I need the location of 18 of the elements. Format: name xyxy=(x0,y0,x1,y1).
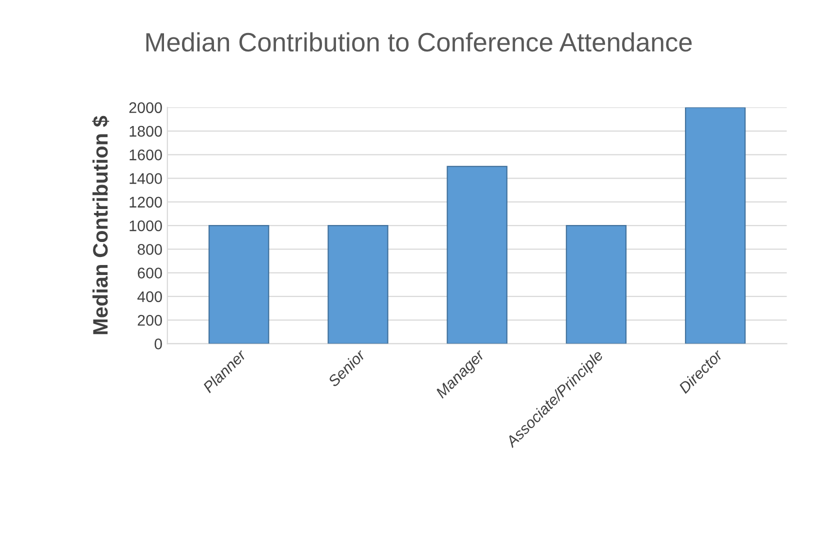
y-tick-label: 1000 xyxy=(130,220,162,232)
bar xyxy=(328,224,388,344)
y-tick-label: 1400 xyxy=(130,173,162,184)
y-axis-title: Median Contribution $ xyxy=(92,116,110,334)
bar xyxy=(446,166,508,344)
y-tick-label: 800 xyxy=(138,244,162,255)
y-tick-label: 200 xyxy=(138,314,162,326)
y-tick-label: 400 xyxy=(137,291,162,302)
bar xyxy=(684,107,746,344)
y-tick-label: 600 xyxy=(138,268,162,278)
bar xyxy=(566,224,627,344)
y-tick-label: 1600 xyxy=(130,150,162,160)
y-tick-label: 0 xyxy=(154,338,162,350)
bar xyxy=(208,224,270,344)
y-tick-label: 1800 xyxy=(130,126,162,137)
y-tick-label: 2000 xyxy=(129,102,162,114)
y-tick-label: 1200 xyxy=(130,196,162,208)
chart-title: Median Contribution to Conference Attendance xyxy=(146,32,692,52)
